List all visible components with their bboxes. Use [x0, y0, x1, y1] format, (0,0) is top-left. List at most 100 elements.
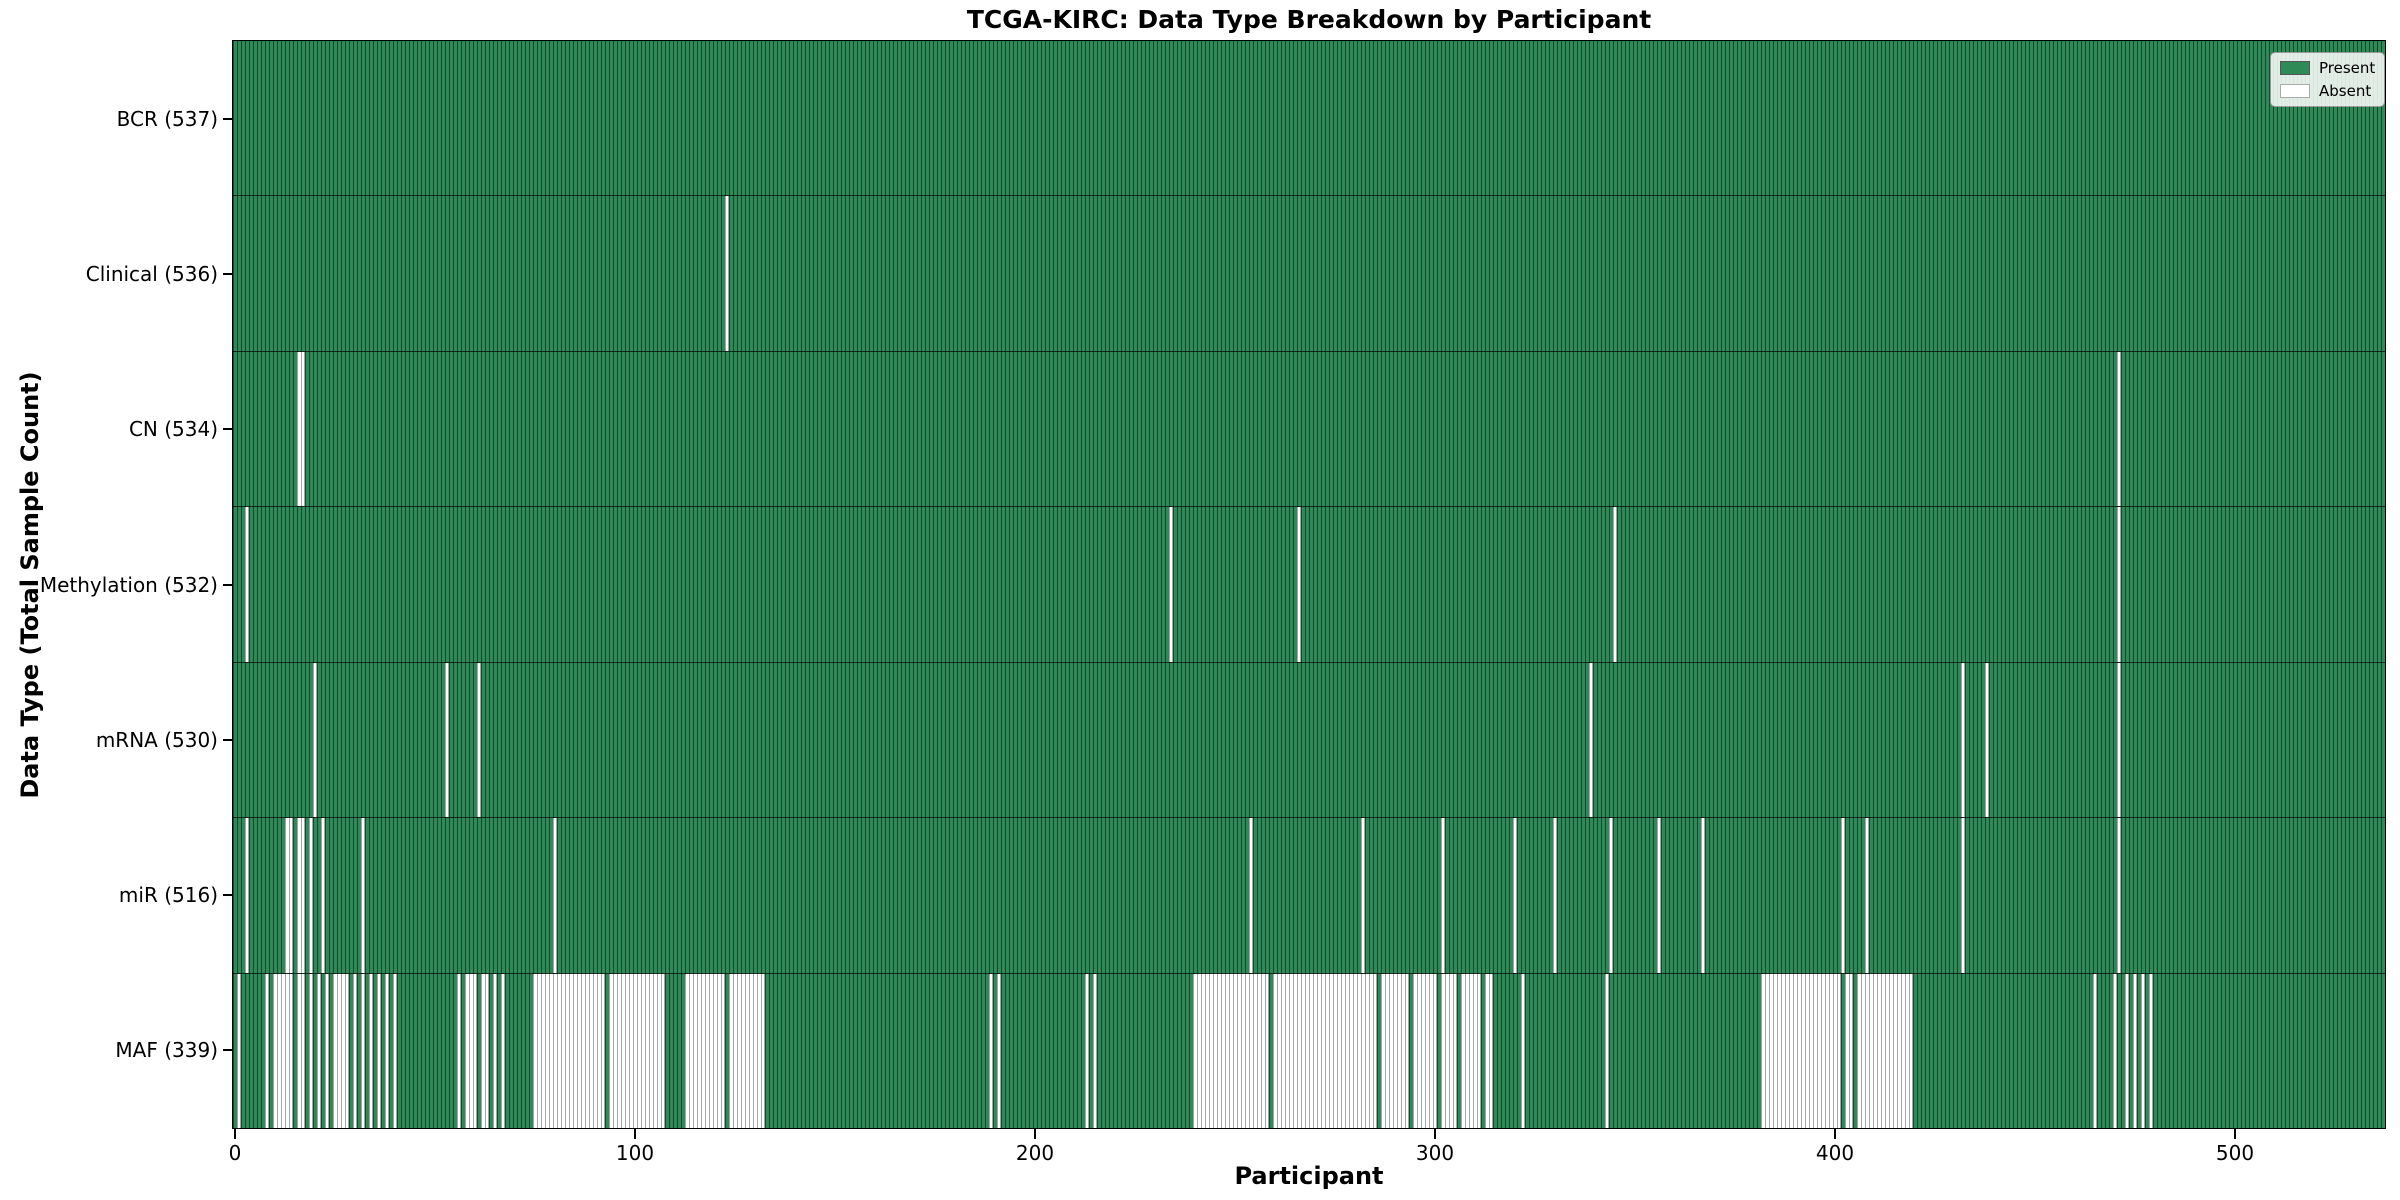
absent-stripe-mRNA: [313, 662, 317, 818]
absent-stripe-Methylation: [1613, 507, 1617, 662]
legend-item-present: Present: [2280, 59, 2375, 77]
y-tick-label-miR: miR (516): [118, 883, 218, 908]
absent-stripe-miR: [309, 818, 313, 973]
absent-stripe-Methylation: [1297, 507, 1301, 662]
absent-stripe-miR: [1961, 818, 1965, 973]
rows-container: [233, 41, 2385, 1128]
absent-swatch-icon: [2280, 84, 2310, 98]
absent-stripe-MAF: [1441, 973, 1457, 1128]
x-tick-label-0: 0: [228, 1141, 242, 1165]
legend-label-present: Present: [2319, 59, 2376, 77]
x-tick-mark: [234, 1129, 236, 1139]
row-Clinical: [233, 196, 2385, 352]
absent-stripe-MAF: [1193, 973, 1269, 1128]
y-tick-mark: [223, 894, 233, 897]
absent-stripe-miR: [2117, 818, 2121, 973]
absent-stripe-miR: [1553, 818, 1557, 973]
absent-stripe-MAF: [465, 973, 477, 1128]
absent-stripe-MAF: [2133, 973, 2137, 1128]
absent-stripe-miR: [361, 818, 365, 973]
y-tick-mark: [223, 738, 233, 741]
absent-stripe-MAF: [1461, 973, 1481, 1128]
x-tick-label-400: 400: [1815, 1141, 1855, 1165]
absent-stripe-MAF: [1093, 973, 1097, 1128]
x-tick-label-500: 500: [2215, 1141, 2255, 1165]
absent-stripe-miR: [1657, 818, 1661, 973]
absent-stripe-mRNA: [2117, 662, 2121, 818]
absent-stripe-MAF: [273, 973, 293, 1128]
y-tick-mark: [223, 583, 233, 586]
absent-stripe-mRNA: [477, 662, 481, 818]
x-tick-mark: [1434, 1129, 1436, 1139]
absent-stripe-mRNA: [1961, 662, 1965, 818]
absent-stripe-MAF: [297, 973, 305, 1128]
row-miR: [233, 818, 2385, 974]
y-tick-mark: [223, 1049, 233, 1052]
y-tick-label-mRNA: mRNA (530): [95, 727, 218, 752]
absent-stripe-miR: [1701, 818, 1705, 973]
row-Methylation: [233, 507, 2385, 663]
absent-stripe-MAF: [685, 973, 725, 1128]
absent-stripe-MAF: [317, 973, 321, 1128]
x-tick-label-100: 100: [615, 1141, 655, 1165]
absent-stripe-MAF: [1605, 973, 1609, 1128]
absent-stripe-miR: [1865, 818, 1869, 973]
absent-stripe-MAF: [2125, 973, 2129, 1128]
absent-stripe-miR: [1513, 818, 1517, 973]
legend-label-absent: Absent: [2319, 82, 2372, 100]
absent-stripe-MAF: [353, 973, 357, 1128]
x-axis-label: Participant: [1234, 1162, 1384, 1190]
absent-stripe-CN: [2117, 351, 2121, 507]
absent-stripe-miR: [1361, 818, 1365, 973]
absent-stripe-MAF: [501, 973, 505, 1128]
absent-stripe-MAF: [1857, 973, 1913, 1128]
absent-stripe-CN: [297, 351, 305, 507]
present-swatch-icon: [2280, 61, 2310, 75]
absent-stripe-mRNA: [1589, 662, 1593, 818]
absent-stripe-MAF: [493, 973, 497, 1128]
y-tick-label-BCR: BCR (537): [116, 106, 218, 131]
absent-stripe-MAF: [1485, 973, 1493, 1128]
y-tick-mark: [223, 428, 233, 431]
absent-stripe-MAF: [1761, 973, 1841, 1128]
row-BCR: [233, 41, 2385, 197]
absent-stripe-MAF: [333, 973, 349, 1128]
absent-stripe-Methylation: [245, 507, 249, 662]
absent-stripe-mRNA: [1985, 662, 1989, 818]
row-CN: [233, 351, 2385, 508]
absent-stripe-miR: [285, 818, 293, 973]
absent-stripe-MAF: [265, 973, 269, 1128]
chart-title: TCGA-KIRC: Data Type Breakdown by Partic…: [966, 5, 1652, 34]
x-tick-label-300: 300: [1415, 1141, 1455, 1165]
absent-stripe-MAF: [393, 973, 397, 1128]
absent-stripe-MAF: [369, 973, 373, 1128]
plot-area: [232, 40, 2386, 1129]
absent-stripe-Clinical: [725, 196, 729, 351]
absent-stripe-MAF: [2093, 973, 2097, 1128]
absent-stripe-miR: [245, 818, 249, 973]
absent-stripe-miR: [1841, 818, 1845, 973]
y-tick-mark: [223, 117, 233, 120]
absent-stripe-MAF: [989, 973, 993, 1128]
absent-stripe-miR: [1609, 818, 1613, 973]
absent-stripe-MAF: [2149, 973, 2153, 1128]
absent-stripe-MAF: [1845, 973, 1853, 1128]
x-tick-mark: [1834, 1129, 1836, 1139]
x-tick-mark: [634, 1129, 636, 1139]
absent-stripe-Methylation: [1169, 507, 1173, 662]
x-tick-label-200: 200: [1015, 1141, 1055, 1165]
absent-stripe-MAF: [361, 973, 365, 1128]
absent-stripe-MAF: [325, 973, 329, 1128]
absent-stripe-MAF: [1413, 973, 1437, 1128]
absent-stripe-MAF: [533, 973, 605, 1128]
absent-stripe-MAF: [1085, 973, 1089, 1128]
absent-stripe-MAF: [385, 973, 389, 1128]
absent-stripe-MAF: [2141, 973, 2145, 1128]
y-tick-label-Clinical: Clinical (536): [85, 261, 218, 286]
absent-stripe-MAF: [377, 973, 381, 1128]
absent-stripe-miR: [553, 818, 557, 973]
absent-stripe-MAF: [309, 973, 313, 1128]
absent-stripe-MAF: [457, 973, 461, 1128]
absent-stripe-miR: [1441, 818, 1445, 973]
